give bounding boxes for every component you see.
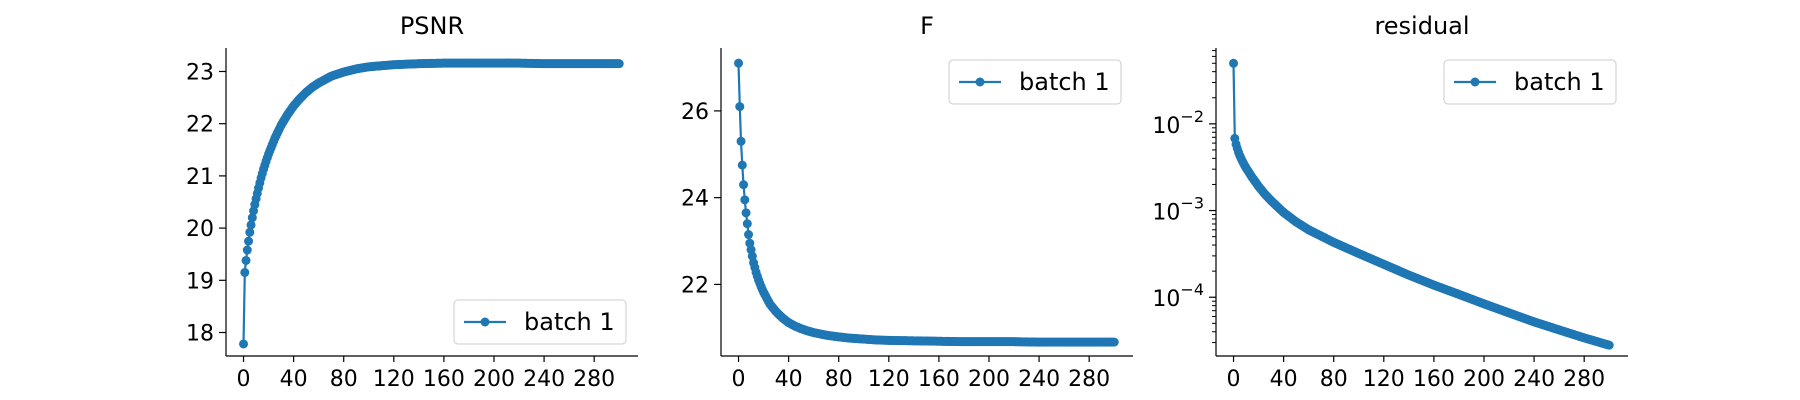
x-tick-label: 240 bbox=[523, 367, 565, 392]
x-tick-label: 0 bbox=[1227, 367, 1241, 392]
y-tick-label: 20 bbox=[186, 217, 214, 242]
y-tick-label: 10−4 bbox=[1152, 280, 1204, 312]
x-tick-label: 160 bbox=[423, 367, 465, 392]
x-tick-label: 40 bbox=[280, 367, 308, 392]
series-line bbox=[1232, 63, 1610, 347]
chart-title: F bbox=[920, 12, 934, 40]
x-tick-label: 160 bbox=[918, 367, 960, 392]
data-point bbox=[742, 219, 752, 229]
data-point bbox=[741, 208, 751, 218]
data-point bbox=[737, 160, 747, 170]
data-point bbox=[1604, 340, 1614, 350]
data-point bbox=[239, 339, 249, 349]
y-tick-label: 26 bbox=[681, 100, 709, 125]
series-line bbox=[737, 63, 1115, 344]
y-tick-label: 22 bbox=[186, 113, 214, 138]
series-markers bbox=[734, 58, 1119, 347]
data-point bbox=[740, 195, 750, 205]
legend: batch 1 bbox=[453, 299, 627, 345]
data-point bbox=[744, 230, 754, 240]
legend-label: batch 1 bbox=[524, 308, 615, 336]
data-point bbox=[246, 220, 256, 230]
legend: batch 1 bbox=[1443, 59, 1617, 105]
legend-marker-swatch bbox=[975, 77, 985, 87]
y-tick-label: 23 bbox=[186, 60, 214, 85]
x-tick-label: 120 bbox=[373, 367, 415, 392]
y-tick-label: 24 bbox=[681, 187, 709, 212]
y-tick-label: 21 bbox=[186, 165, 214, 190]
legend-label: batch 1 bbox=[1514, 68, 1605, 96]
data-point bbox=[736, 136, 746, 146]
x-tick-label: 0 bbox=[732, 367, 746, 392]
legend-box bbox=[453, 299, 627, 345]
y-tick-label: 22 bbox=[681, 273, 709, 298]
x-tick-label: 240 bbox=[1018, 367, 1060, 392]
y-tick-label: 10−2 bbox=[1152, 107, 1204, 139]
series-markers bbox=[1229, 58, 1614, 350]
x-tick-label: 280 bbox=[1068, 367, 1110, 392]
x-tick-label: 40 bbox=[1270, 367, 1298, 392]
data-point bbox=[1229, 58, 1239, 68]
data-point bbox=[247, 213, 257, 223]
y-tick-label: 18 bbox=[186, 322, 214, 347]
x-tick-label: 240 bbox=[1513, 367, 1555, 392]
x-tick-label: 200 bbox=[473, 367, 515, 392]
chart-title: PSNR bbox=[400, 12, 464, 40]
data-point bbox=[242, 245, 252, 255]
data-point bbox=[240, 267, 250, 277]
subplot-0: PSNR 0 40 80 120 160 200 240 280 18 19 20 21 22 23 batc… bbox=[186, 12, 638, 392]
legend-label: batch 1 bbox=[1019, 68, 1110, 96]
legend-marker-swatch bbox=[480, 317, 490, 327]
data-point bbox=[1109, 337, 1119, 347]
x-tick-label: 120 bbox=[868, 367, 910, 392]
data-point bbox=[735, 102, 745, 112]
x-tick-label: 40 bbox=[775, 367, 803, 392]
subplot-2: residual 0 40 80 120 160 200 240 280 10−4 10−3 10−2… bbox=[1152, 12, 1628, 392]
chart-title: residual bbox=[1374, 12, 1469, 40]
data-point bbox=[245, 227, 255, 237]
x-tick-label: 0 bbox=[237, 367, 251, 392]
data-point bbox=[734, 58, 744, 68]
legend-box bbox=[948, 59, 1122, 105]
x-tick-label: 80 bbox=[825, 367, 853, 392]
x-tick-label: 120 bbox=[1363, 367, 1405, 392]
x-tick-label: 200 bbox=[1463, 367, 1505, 392]
legend-marker-swatch bbox=[1470, 77, 1480, 87]
x-tick-label: 200 bbox=[968, 367, 1010, 392]
legend: batch 1 bbox=[948, 59, 1122, 105]
x-tick-label: 80 bbox=[330, 367, 358, 392]
data-point bbox=[739, 180, 749, 190]
data-point bbox=[241, 255, 251, 265]
data-point bbox=[614, 59, 624, 69]
x-tick-label: 280 bbox=[573, 367, 615, 392]
y-tick-label: 10−3 bbox=[1152, 194, 1204, 226]
x-tick-label: 80 bbox=[1320, 367, 1348, 392]
x-tick-label: 160 bbox=[1413, 367, 1455, 392]
x-tick-label: 280 bbox=[1563, 367, 1605, 392]
data-point bbox=[244, 236, 254, 246]
subplot-1: F 0 40 80 120 160 200 240 280 22 24 26 batch 1 bbox=[681, 12, 1133, 392]
legend-box bbox=[1443, 59, 1617, 105]
y-tick-label: 19 bbox=[186, 269, 214, 294]
series-markers bbox=[239, 58, 624, 349]
